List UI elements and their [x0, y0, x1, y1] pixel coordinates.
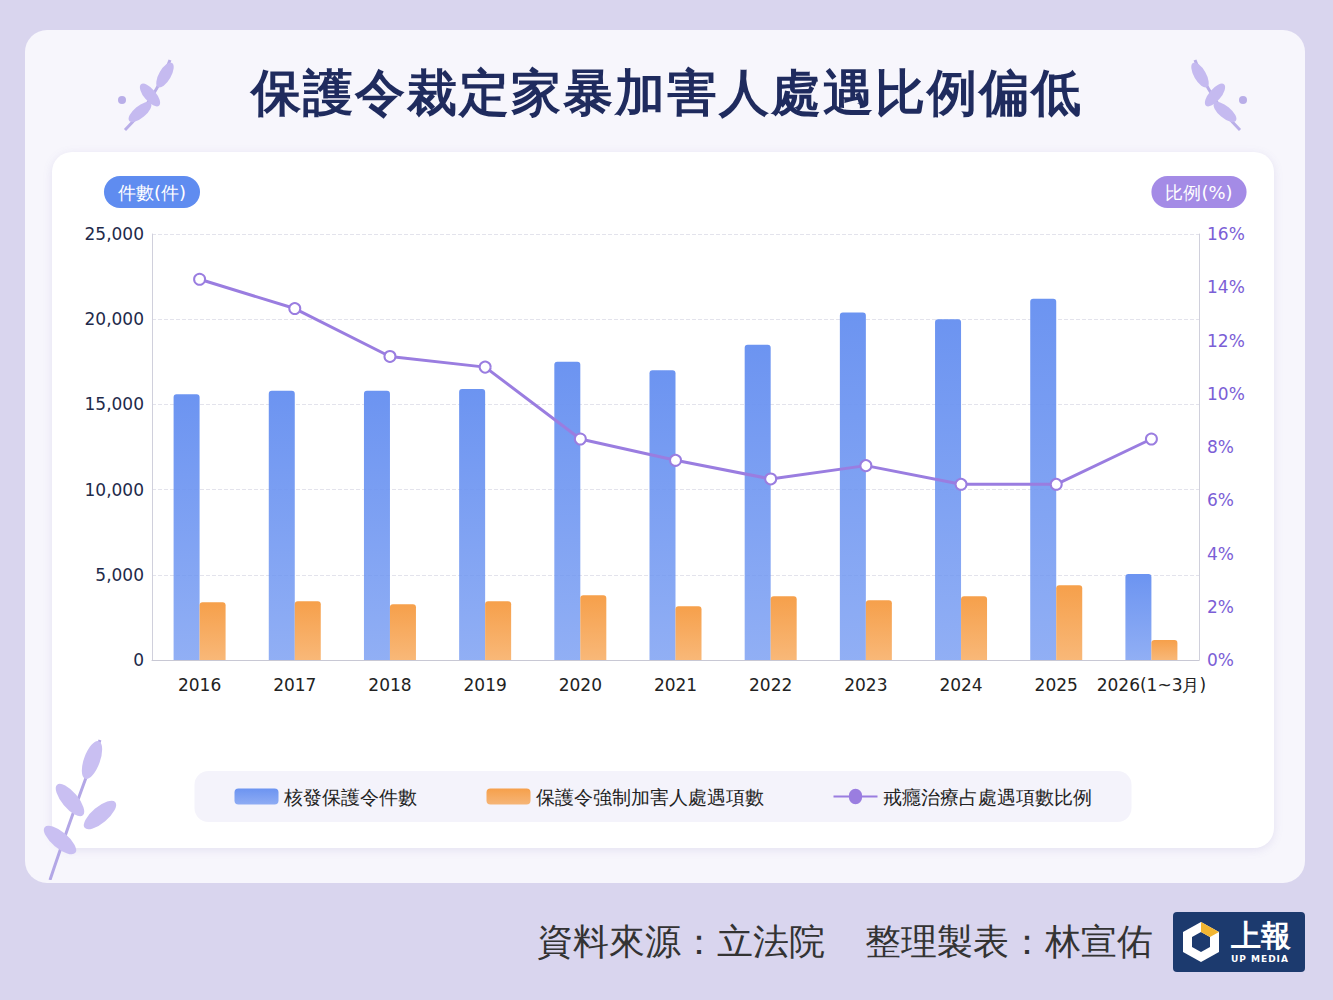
svg-text:2020: 2020: [559, 675, 602, 695]
svg-text:核發保護令件數: 核發保護令件數: [283, 786, 417, 808]
svg-text:2016: 2016: [178, 675, 221, 695]
svg-text:2021: 2021: [654, 675, 697, 695]
html-text:UP MEDIA: UP MEDIA: [1231, 954, 1289, 964]
svg-text:2024: 2024: [939, 675, 982, 695]
svg-text:2019: 2019: [464, 675, 507, 695]
svg-text:0%: 0%: [1207, 650, 1234, 670]
html-text:資料來源：立法院: 資料來源：立法院: [537, 921, 825, 962]
svg-text:件數(件): 件數(件): [118, 182, 186, 203]
html-text:保護令裁定家暴加害人處遇比例偏低: 保護令裁定家暴加害人處遇比例偏低: [250, 64, 1083, 122]
svg-text:10%: 10%: [1207, 384, 1245, 404]
svg-text:25,000: 25,000: [85, 224, 144, 244]
svg-text:2018: 2018: [368, 675, 411, 695]
html-text:上報: 上報: [1231, 918, 1291, 953]
svg-text:4%: 4%: [1207, 544, 1234, 564]
svg-text:6%: 6%: [1207, 490, 1234, 510]
svg-text:8%: 8%: [1207, 437, 1234, 457]
svg-text:2017: 2017: [273, 675, 316, 695]
svg-text:16%: 16%: [1207, 224, 1245, 244]
svg-text:2026(1~3月): 2026(1~3月): [1097, 675, 1206, 695]
svg-text:比例(%): 比例(%): [1165, 182, 1232, 203]
svg-text:2023: 2023: [844, 675, 887, 695]
svg-text:5,000: 5,000: [95, 565, 144, 585]
svg-text:20,000: 20,000: [85, 309, 144, 329]
svg-text:12%: 12%: [1207, 331, 1245, 351]
svg-text:保護令強制加害人處遇項數: 保護令強制加害人處遇項數: [536, 786, 764, 808]
svg-text:2025: 2025: [1035, 675, 1078, 695]
svg-text:戒癮治療占處遇項數比例: 戒癮治療占處遇項數比例: [883, 786, 1092, 808]
svg-text:2%: 2%: [1207, 597, 1234, 617]
svg-text:10,000: 10,000: [85, 480, 144, 500]
svg-text:0: 0: [133, 650, 144, 670]
svg-text:15,000: 15,000: [85, 394, 144, 414]
html-text:整理製表：林宣佑: 整理製表：林宣佑: [865, 921, 1153, 962]
svg-text:14%: 14%: [1207, 277, 1245, 297]
svg-text:2022: 2022: [749, 675, 792, 695]
